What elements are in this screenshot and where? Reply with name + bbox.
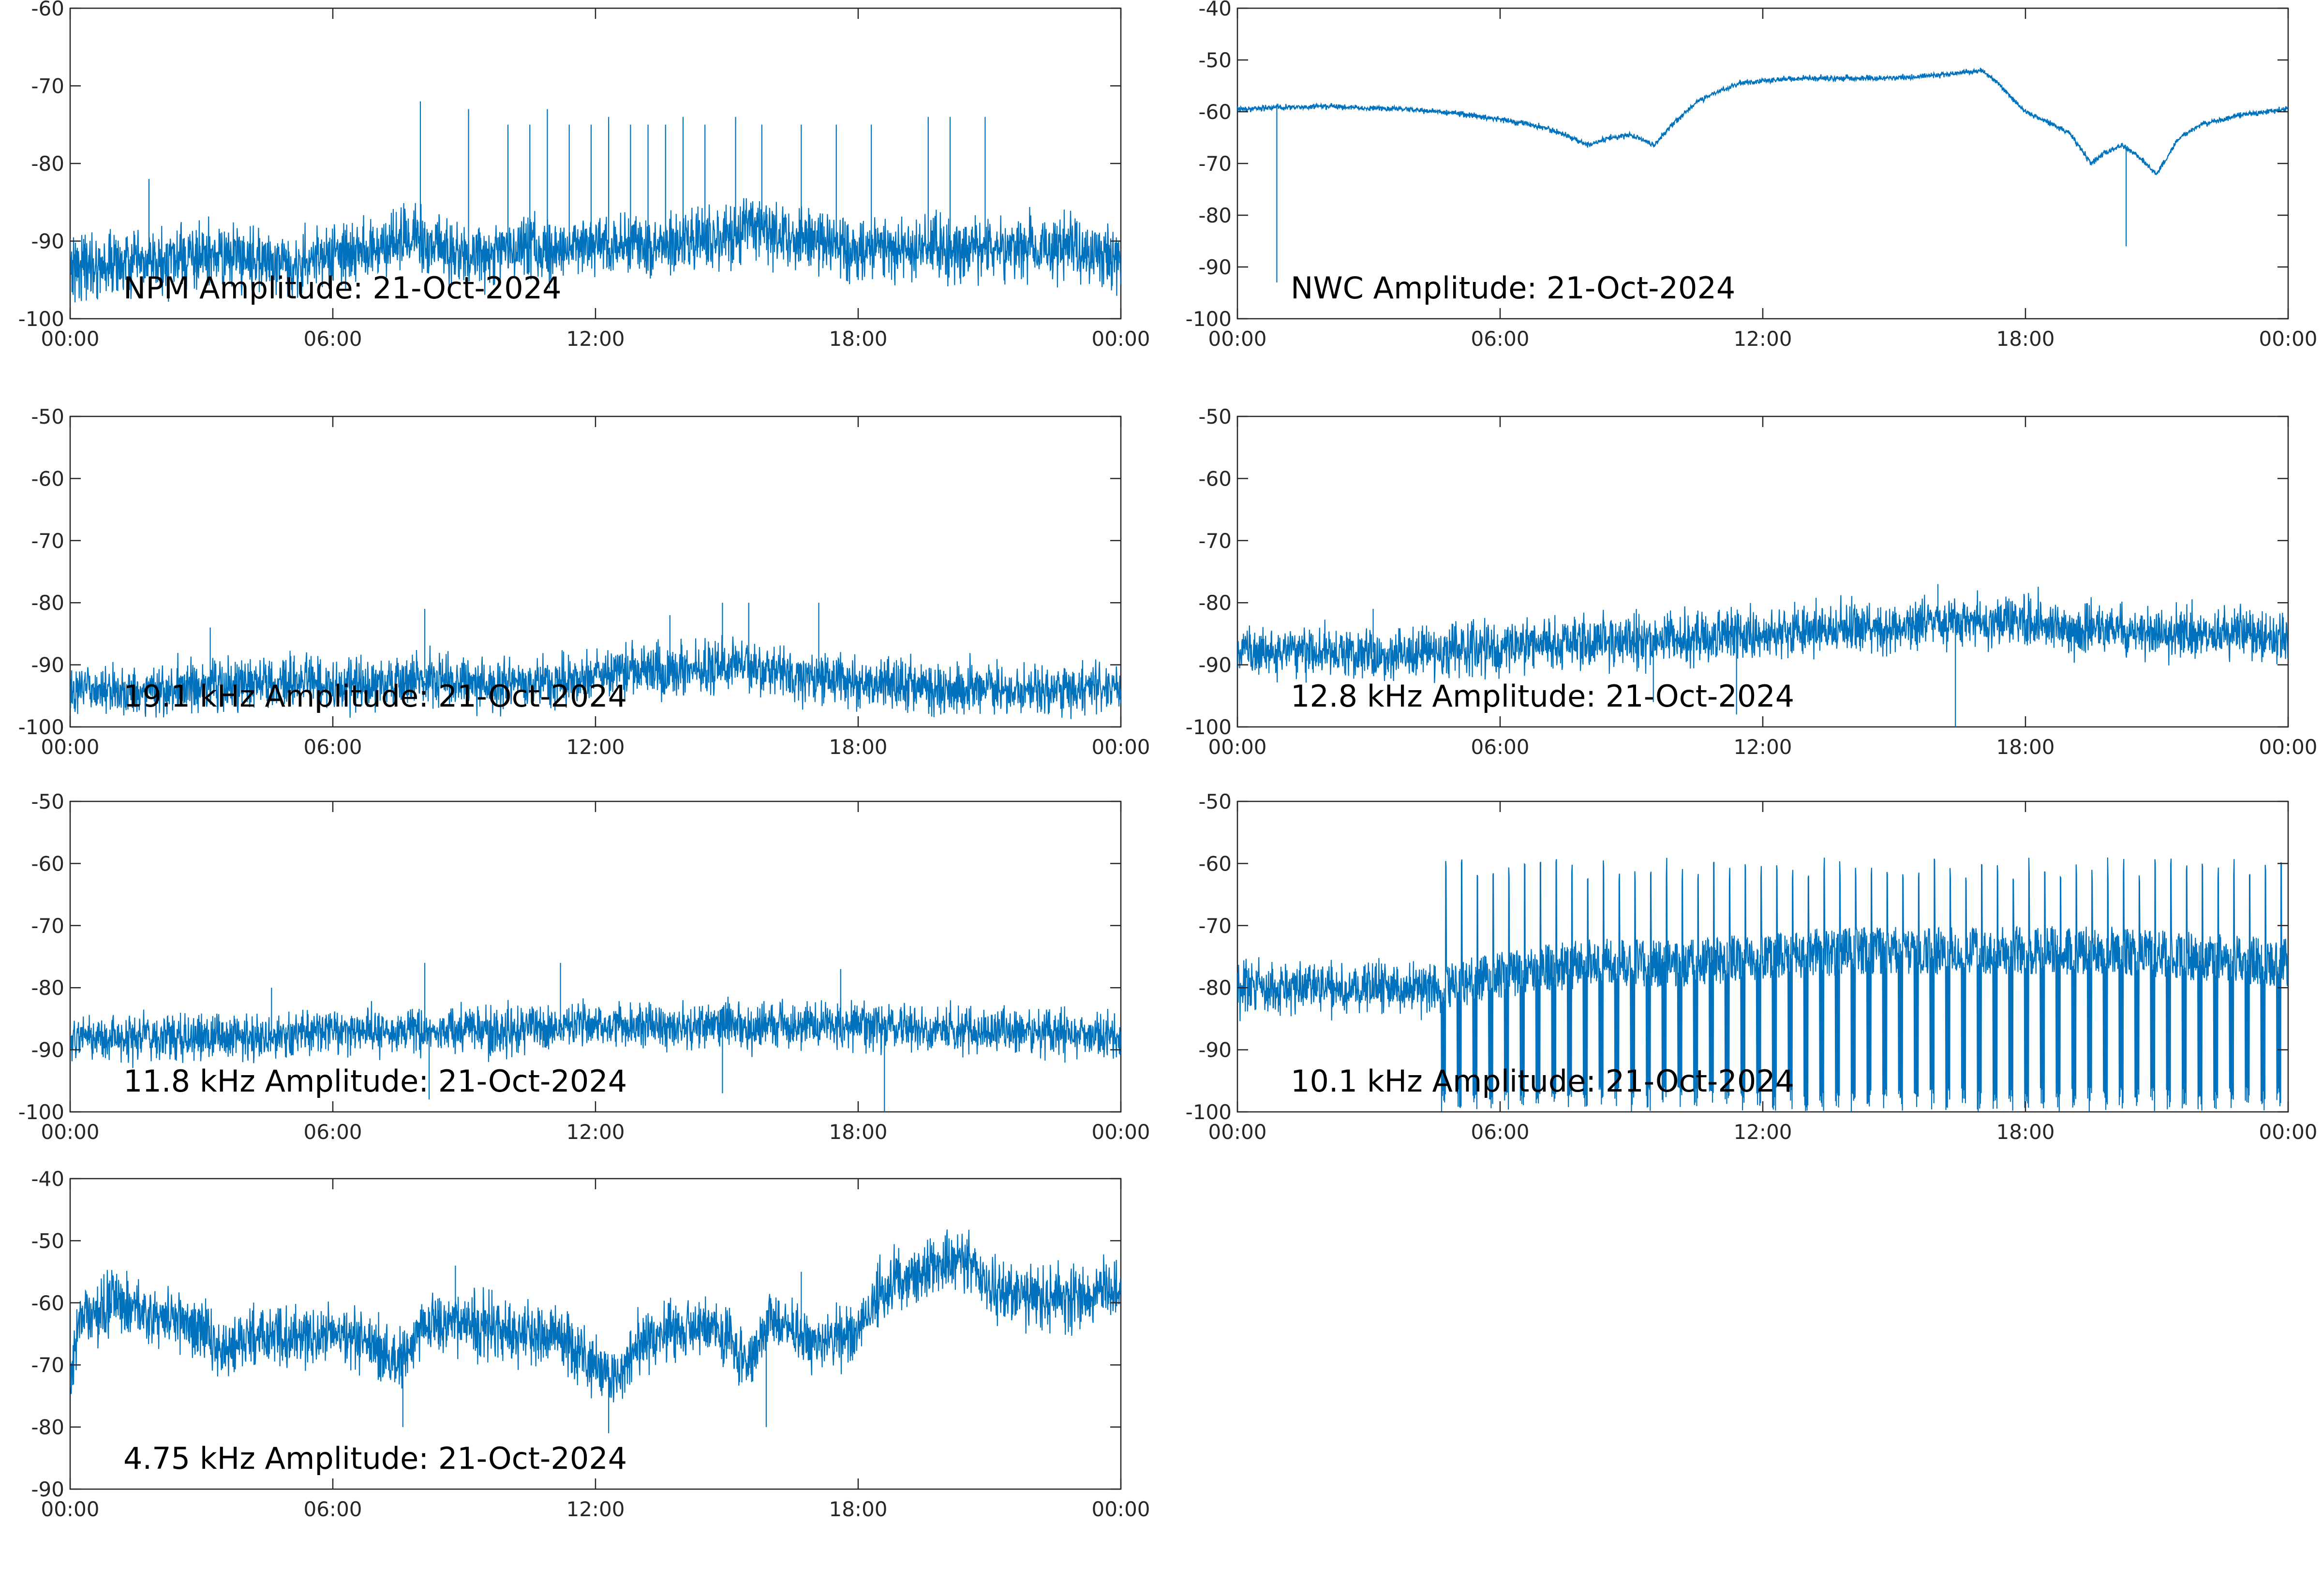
y-tick-label: -80 xyxy=(31,976,64,1000)
chart-title: 10.1 kHz Amplitude: 21-Oct-2024 xyxy=(1291,1064,1794,1099)
y-tick-label: -100 xyxy=(1186,715,1232,739)
y-tick-label: -70 xyxy=(31,74,64,98)
x-tick-label: 00:00 xyxy=(41,1120,99,1144)
y-tick-label: -100 xyxy=(18,1100,64,1124)
series-line xyxy=(1237,587,2288,683)
y-tick-label: -80 xyxy=(31,1416,64,1439)
y-tick-label: -50 xyxy=(1198,405,1232,429)
x-tick-label: 00:00 xyxy=(1208,1120,1266,1144)
y-tick-label: -70 xyxy=(31,914,64,938)
x-tick-label: 12:00 xyxy=(1733,1120,1792,1144)
y-tick-label: -60 xyxy=(1198,467,1232,490)
x-tick-label: 18:00 xyxy=(829,327,887,351)
chart-panel: 00:00 06:00 12:00 18:00 00:00-100-90-80-70-6… xyxy=(1186,405,2318,759)
x-tick-label: 12:00 xyxy=(566,735,625,759)
y-tick-label: -80 xyxy=(31,152,64,176)
chart-panel: 00:00 06:00 12:00 18:00 00:00-100-90-80-70-6… xyxy=(18,0,1150,351)
y-tick-label: -90 xyxy=(31,230,64,253)
x-tick-label: 00:00 xyxy=(1091,1497,1150,1521)
y-tick-label: -70 xyxy=(1198,152,1232,176)
y-tick-label: -50 xyxy=(31,405,64,429)
chart-title: 12.8 kHz Amplitude: 21-Oct-2024 xyxy=(1291,679,1794,714)
y-tick-label: -70 xyxy=(31,1353,64,1377)
series-line xyxy=(1237,67,2288,176)
y-tick-label: -90 xyxy=(31,1038,64,1062)
chart-panel: 00:00 06:00 12:00 18:00 00:00-100-90-80-70-6… xyxy=(1186,0,2318,351)
series-line xyxy=(70,198,1121,303)
y-tick-label: -70 xyxy=(1198,914,1232,938)
x-tick-label: 00:00 xyxy=(2259,327,2317,351)
x-tick-label: 06:00 xyxy=(303,327,362,351)
y-tick-label: -100 xyxy=(18,307,64,331)
y-tick-label: -80 xyxy=(1198,976,1232,1000)
chart-panel: 00:00 06:00 12:00 18:00 00:00-90-80-70-60-50… xyxy=(31,1167,1150,1521)
y-tick-label: -50 xyxy=(31,1229,64,1253)
y-tick-label: -50 xyxy=(1198,790,1232,813)
x-tick-label: 18:00 xyxy=(1996,735,2054,759)
x-tick-label: 06:00 xyxy=(1471,327,1529,351)
series-line xyxy=(70,635,1121,719)
chart-panel: 00:00 06:00 12:00 18:00 00:00-100-90-80-70-6… xyxy=(18,405,1150,759)
x-tick-label: 18:00 xyxy=(829,1120,887,1144)
y-tick-label: -90 xyxy=(1198,653,1232,677)
x-tick-label: 06:00 xyxy=(303,1120,362,1144)
y-tick-label: -70 xyxy=(31,529,64,553)
x-tick-label: 00:00 xyxy=(1091,327,1150,351)
y-tick-label: -40 xyxy=(1198,0,1232,20)
series-line xyxy=(70,1229,1121,1403)
y-tick-label: -40 xyxy=(31,1167,64,1191)
x-tick-label: 00:00 xyxy=(1091,735,1150,759)
x-tick-label: 18:00 xyxy=(1996,327,2054,351)
y-tick-label: -90 xyxy=(1198,1038,1232,1062)
series-line xyxy=(1237,857,2288,1112)
chart-panel: 00:00 06:00 12:00 18:00 00:00-100-90-80-70-6… xyxy=(1186,790,2318,1144)
y-tick-label: -60 xyxy=(1198,852,1232,875)
x-tick-label: 12:00 xyxy=(566,1497,625,1521)
y-tick-label: -80 xyxy=(1198,204,1232,227)
y-tick-label: -60 xyxy=(1198,100,1232,124)
y-tick-label: -100 xyxy=(1186,1100,1232,1124)
x-tick-label: 12:00 xyxy=(1733,327,1792,351)
x-tick-label: 00:00 xyxy=(2259,735,2317,759)
y-tick-label: -100 xyxy=(18,715,64,739)
x-tick-label: 18:00 xyxy=(829,1497,887,1521)
y-tick-label: -70 xyxy=(1198,529,1232,553)
x-tick-label: 00:00 xyxy=(1208,327,1266,351)
x-tick-label: 00:00 xyxy=(41,1497,99,1521)
x-tick-label: 00:00 xyxy=(1091,1120,1150,1144)
chart-title: NPM Amplitude: 21-Oct-2024 xyxy=(123,270,562,306)
x-tick-label: 06:00 xyxy=(1471,735,1529,759)
x-tick-label: 12:00 xyxy=(566,327,625,351)
y-tick-label: -80 xyxy=(31,591,64,615)
y-tick-label: -100 xyxy=(1186,307,1232,331)
chart-panel: 00:00 06:00 12:00 18:00 00:00-100-90-80-70-6… xyxy=(18,790,1150,1144)
x-tick-label: 06:00 xyxy=(303,735,362,759)
x-tick-label: 18:00 xyxy=(829,735,887,759)
y-tick-label: -50 xyxy=(1198,48,1232,72)
chart-title: 4.75 kHz Amplitude: 21-Oct-2024 xyxy=(123,1441,627,1476)
x-tick-label: 18:00 xyxy=(1996,1120,2054,1144)
y-tick-label: -60 xyxy=(31,852,64,875)
y-tick-label: -90 xyxy=(1198,255,1232,279)
x-tick-label: 06:00 xyxy=(303,1497,362,1521)
chart-title: 11.8 kHz Amplitude: 21-Oct-2024 xyxy=(123,1064,627,1099)
x-tick-label: 06:00 xyxy=(1471,1120,1529,1144)
x-tick-label: 00:00 xyxy=(41,327,99,351)
series-line xyxy=(70,996,1121,1068)
y-tick-label: -90 xyxy=(31,653,64,677)
chart-title: NWC Amplitude: 21-Oct-2024 xyxy=(1291,270,1735,306)
y-tick-label: -60 xyxy=(31,0,64,20)
y-tick-label: -60 xyxy=(31,1291,64,1315)
x-tick-label: 00:00 xyxy=(2259,1120,2317,1144)
chart-title: 19.1 kHz Amplitude: 21-Oct-2024 xyxy=(123,679,627,714)
x-tick-label: 12:00 xyxy=(1733,735,1792,759)
x-tick-label: 00:00 xyxy=(1208,735,1266,759)
y-tick-label: -60 xyxy=(31,467,64,490)
y-tick-label: -90 xyxy=(31,1478,64,1501)
x-tick-label: 00:00 xyxy=(41,735,99,759)
y-tick-label: -80 xyxy=(1198,591,1232,615)
x-tick-label: 12:00 xyxy=(566,1120,625,1144)
y-tick-label: -50 xyxy=(31,790,64,813)
